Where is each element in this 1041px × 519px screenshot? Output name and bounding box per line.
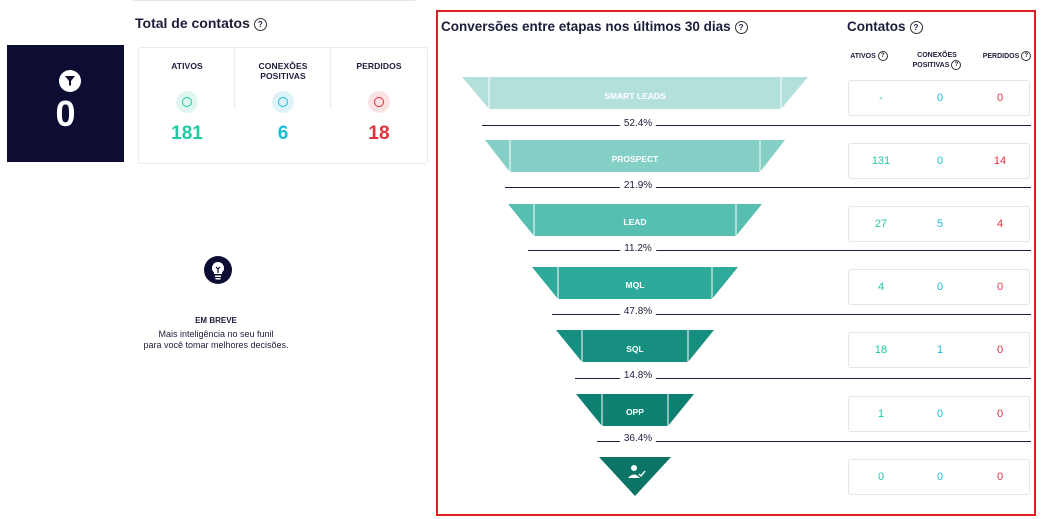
top-divider xyxy=(133,0,415,1)
conversion-title: Conversões entre etapas nos últimos 30 d… xyxy=(441,19,748,34)
row-perdidos[interactable]: 0 xyxy=(996,92,1004,104)
stage-label-lead: LEAD xyxy=(623,217,647,227)
funnel-panel xyxy=(436,10,1036,516)
row-ativos[interactable]: 1 xyxy=(877,408,885,420)
col-header-perdidos-text: PERDIDOS xyxy=(982,52,1020,60)
conversion-title-text: Conversões entre etapas nos últimos 30 d… xyxy=(441,19,731,34)
stage-label-prospect: PROSPECT xyxy=(611,154,659,164)
col-header-conexoes-line-1: CONEXÕES xyxy=(917,52,957,59)
help-icon[interactable]: ? xyxy=(1021,51,1032,61)
stage-label-mql: MQL xyxy=(625,280,645,290)
conversion-line xyxy=(482,125,1031,126)
stage-label-opp: OPP xyxy=(626,407,644,417)
divider xyxy=(234,48,235,108)
coming-soon-title: EM BREVE xyxy=(195,316,237,325)
row-ativos[interactable]: 18 xyxy=(874,344,888,356)
conversion-rate: 11.2% xyxy=(620,243,656,254)
stat-perdidos: PERDIDOS 18 xyxy=(331,48,427,163)
funnel-stage-opp[interactable] xyxy=(576,394,694,426)
contacts-row-lead: 27 5 4 xyxy=(848,206,1030,242)
filter-funnel-icon xyxy=(59,70,81,92)
stat-label: CONEXÕES POSITIVAS xyxy=(258,61,308,81)
lost-status-icon xyxy=(368,91,390,113)
col-header-ativos: ATIVOS? xyxy=(849,51,889,61)
contacts-row-client: 0 0 0 xyxy=(848,459,1030,495)
total-contacts-title: Total de contatos? xyxy=(135,15,267,31)
help-icon[interactable]: ? xyxy=(734,20,748,34)
col-header-perdidos: PERDIDOS? xyxy=(978,51,1036,61)
conversion-rate: 36.4% xyxy=(619,433,657,444)
lightbulb-icon xyxy=(204,256,232,284)
help-icon[interactable]: ? xyxy=(877,51,888,61)
coming-soon-line-1: Mais inteligência no seu funil xyxy=(158,329,274,339)
conversion-rate: 47.8% xyxy=(619,306,657,317)
conversion-rate: 52.4% xyxy=(619,118,657,129)
stat-conexoes-positivas: CONEXÕES POSITIVAS 6 xyxy=(235,48,331,163)
contacts-row-mql: 4 0 0 xyxy=(848,269,1030,305)
funnel-chart xyxy=(462,77,808,496)
help-icon[interactable]: ? xyxy=(253,17,267,31)
funnel-total-card: 0 xyxy=(7,45,124,162)
contacts-row-opp: 1 0 0 xyxy=(848,396,1030,432)
client-check-icon xyxy=(628,465,646,478)
active-status-icon xyxy=(176,91,198,113)
row-conexoes[interactable]: 0 xyxy=(936,281,944,293)
row-ativos[interactable]: 27 xyxy=(874,218,888,230)
stage-label-smart-leads: SMART LEADS xyxy=(604,91,666,101)
total-contacts-card: ATIVOS 181 CONEXÕES POSITIVAS 6 PERDIDOS… xyxy=(138,47,428,164)
contacts-row-prospect: 131 0 14 xyxy=(848,143,1030,179)
help-icon[interactable]: ? xyxy=(909,20,923,34)
conversion-rate: 14.8% xyxy=(619,370,657,381)
row-perdidos[interactable]: 14 xyxy=(993,155,1007,167)
row-ativos[interactable]: - xyxy=(879,92,883,104)
contacts-row-sql: 18 1 0 xyxy=(848,332,1030,368)
funnel-stage-prospect[interactable] xyxy=(485,140,785,172)
col-header-conexoes-line-2: POSITIVAS xyxy=(912,61,950,69)
row-perdidos[interactable]: 0 xyxy=(996,344,1004,356)
row-perdidos[interactable]: 4 xyxy=(996,218,1004,230)
divider xyxy=(330,48,331,108)
row-conexoes[interactable]: 0 xyxy=(936,92,944,104)
positive-status-icon xyxy=(272,91,294,113)
funnel-stage-mql[interactable] xyxy=(532,267,738,299)
funnel-stage-lead[interactable] xyxy=(508,204,762,236)
funnel-stage-smart-leads[interactable] xyxy=(462,77,808,109)
total-contacts-title-text: Total de contatos xyxy=(135,15,250,31)
row-perdidos[interactable]: 0 xyxy=(996,281,1004,293)
row-conexoes[interactable]: 0 xyxy=(936,471,944,483)
stage-label-sql: SQL xyxy=(626,344,644,354)
conversion-line xyxy=(597,441,1031,442)
row-conexoes[interactable]: 0 xyxy=(936,155,944,167)
conversion-line xyxy=(528,250,1031,251)
help-icon[interactable]: ? xyxy=(951,60,962,70)
row-conexoes[interactable]: 5 xyxy=(936,218,944,230)
conversion-line xyxy=(575,378,1031,379)
row-ativos[interactable]: 0 xyxy=(877,471,885,483)
row-ativos[interactable]: 4 xyxy=(877,281,885,293)
stat-ativos: ATIVOS 181 xyxy=(139,48,235,163)
stat-value: 18 xyxy=(368,123,390,144)
stat-label: PERDIDOS xyxy=(356,61,402,71)
conversion-rate: 21.9% xyxy=(619,180,657,191)
conversion-line xyxy=(552,314,1031,315)
contacts-title-text: Contatos xyxy=(847,19,906,34)
coming-soon-text: Mais inteligência no seu funil para você… xyxy=(123,329,309,351)
contacts-title: Contatos? xyxy=(847,19,923,34)
row-ativos[interactable]: 131 xyxy=(871,155,891,167)
col-header-conexoes: CONEXÕES POSITIVAS? xyxy=(906,51,968,70)
contacts-row-smart-leads: - 0 0 xyxy=(848,80,1030,116)
stat-value: 181 xyxy=(171,123,203,144)
coming-soon-line-2: para você tomar melhores decisões. xyxy=(143,340,289,350)
row-conexoes[interactable]: 0 xyxy=(936,408,944,420)
row-perdidos[interactable]: 0 xyxy=(996,471,1004,483)
col-header-ativos-text: ATIVOS xyxy=(850,52,876,60)
row-conexoes[interactable]: 1 xyxy=(936,344,944,356)
funnel-stage-sql[interactable] xyxy=(556,330,714,362)
funnel-total-value: 0 xyxy=(55,93,76,134)
stat-label: ATIVOS xyxy=(171,61,203,71)
stat-value: 6 xyxy=(277,123,289,144)
row-perdidos[interactable]: 0 xyxy=(996,408,1004,420)
conversion-line xyxy=(505,187,1031,188)
